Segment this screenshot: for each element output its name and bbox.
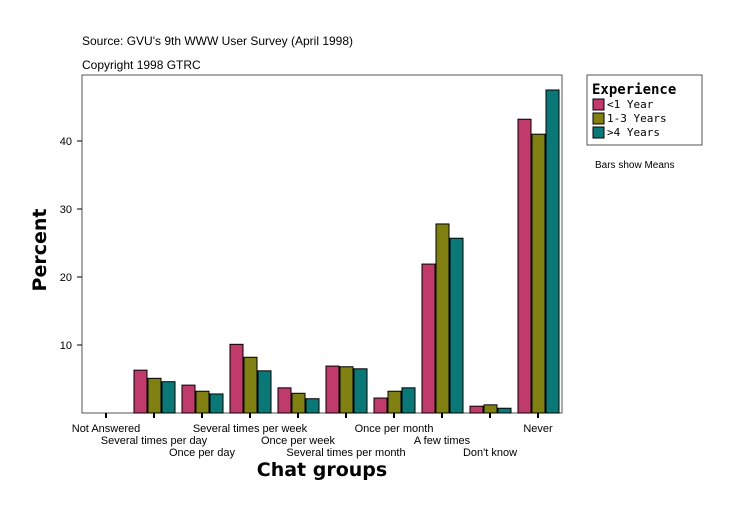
x-tick-label: Several times per day [101,435,208,447]
bar [469,405,484,414]
x-tick-label: A few times [414,435,471,447]
bar [161,381,176,414]
source-text: Source: GVU's 9th WWW User Survey (April… [82,34,353,48]
bar [195,390,210,414]
y-tick-label: 30 [60,204,72,216]
bar [277,387,292,414]
x-tick-label: Once per week [261,435,335,447]
bar [133,369,148,414]
legend-swatch [592,112,605,125]
legend-item-label: 1-3 Years [607,112,667,125]
legend-swatch [592,98,605,111]
bar [401,387,416,414]
bar [435,223,450,414]
legend-item-label: <1 Year [607,98,654,111]
x-axis-label: Chat groups [257,459,387,481]
bar [305,398,320,414]
x-tick-label: Never [523,423,553,435]
note-text: Bars show Means [595,160,674,171]
bar [531,133,546,414]
x-tick-label: Once per day [169,447,236,459]
bar [339,366,354,414]
y-tick-label: 10 [60,340,72,352]
bar [373,397,388,414]
bar [353,368,368,414]
bar [243,356,258,414]
x-tick-label: Once per month [355,423,434,435]
y-tick-label: 40 [60,136,72,148]
bar [325,365,340,414]
bar [517,118,532,414]
legend-item-label: >4 Years [607,126,660,139]
bar [229,343,244,414]
x-tick-label: Don't know [463,447,517,459]
legend-swatch [592,126,605,139]
bar [387,390,402,414]
plot-frame [81,74,563,414]
bar [545,89,560,414]
legend-title: Experience [592,82,676,98]
bar [291,392,306,414]
y-axis-label: Percent [29,209,51,292]
copyright-text: Copyright 1998 GTRC [82,58,201,72]
x-tick-label: Not Answered [72,423,140,435]
bar [181,384,196,414]
bar [483,404,498,414]
legend-box [586,74,703,146]
bar [497,407,512,414]
x-tick-label: Several times per week [193,423,308,435]
bar [147,377,162,414]
bar [257,370,272,414]
bar [209,393,224,414]
bar [421,263,436,414]
y-tick-label: 20 [60,272,72,284]
x-tick-label: Several times per month [286,447,405,459]
bar [449,237,464,414]
